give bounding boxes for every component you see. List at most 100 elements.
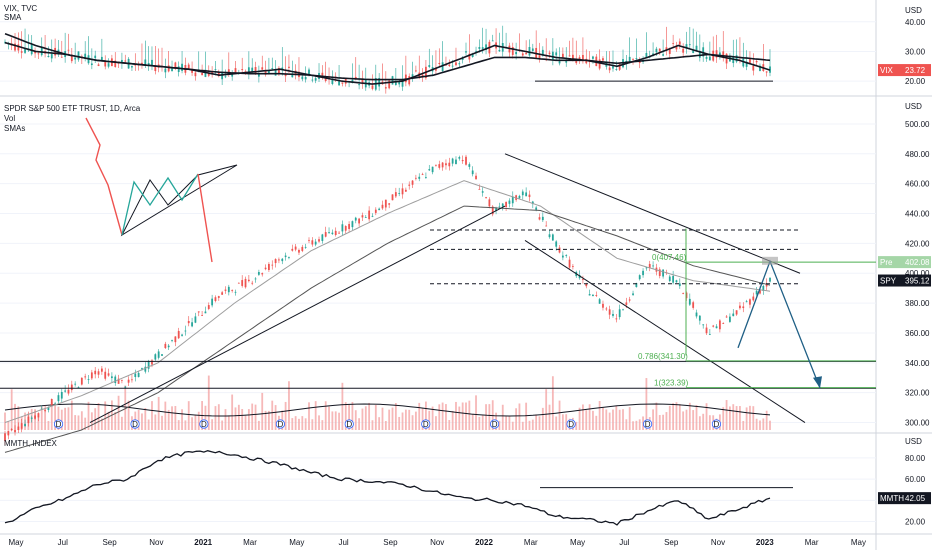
volume-bar: [685, 409, 688, 430]
vix-candle-body: [481, 47, 484, 50]
vix-candle-body: [177, 66, 180, 73]
dividend-marker: [421, 419, 431, 429]
spy-candle-body: [759, 290, 761, 294]
spy-candle-body: [100, 368, 103, 372]
mmth-y-tick: 20.00: [905, 518, 926, 527]
spy-candle-body: [662, 269, 665, 277]
vix-candle-body: [548, 52, 551, 54]
vix-pane-title: VIX, TVC: [4, 4, 38, 13]
vix-candle-body: [191, 70, 193, 73]
vix-candle-body: [441, 62, 444, 72]
volume-bar: [364, 406, 367, 430]
spy-candle-body: [234, 291, 237, 293]
dividend-marker-letter: D: [568, 420, 574, 429]
volume-bar: [274, 405, 277, 430]
dividend-marker: [566, 419, 576, 429]
vix-candle-body: [428, 65, 431, 67]
vix-candle-body: [308, 69, 310, 75]
vix-candle-body: [448, 64, 451, 67]
spy-candle-body: [4, 433, 6, 442]
vix-candle-body: [582, 54, 584, 62]
volume-bar: [455, 401, 457, 430]
spy-candle-body: [548, 234, 551, 238]
volume-bar: [224, 409, 227, 430]
dividend-marker: [130, 419, 140, 429]
volume-bar: [227, 415, 230, 430]
spy-candle-body: [181, 334, 183, 336]
volume-bar: [217, 404, 220, 430]
vix-currency: USD: [905, 6, 922, 15]
spy-candle-body: [167, 345, 170, 348]
vix-candle-body: [708, 56, 711, 61]
vix-candle-body: [491, 40, 494, 42]
x-tick-label: May: [851, 538, 866, 547]
volume-bar: [602, 407, 604, 430]
vix-candle-body: [718, 52, 721, 57]
vix-candle-body: [331, 79, 334, 84]
volume-bar: [749, 405, 751, 430]
vix-candle-body: [147, 62, 150, 66]
spy-candle-body: [74, 383, 77, 385]
vix-candle-body: [421, 74, 424, 77]
volume-bar: [425, 401, 427, 430]
vix-candle-body: [755, 61, 758, 63]
spy-candle-body: [288, 257, 290, 258]
vix-candle-body: [692, 49, 695, 54]
spy-y-tick: 340.00: [905, 359, 930, 368]
vix-candle-body: [655, 48, 658, 53]
volume-bar: [284, 401, 287, 430]
spy-candle-body: [177, 330, 180, 339]
vix-candle-body: [528, 47, 531, 56]
spy-candle-body: [645, 267, 648, 269]
volume-bar: [695, 405, 698, 430]
volume-bar: [291, 418, 294, 430]
vix-candle-body: [602, 58, 604, 61]
dividend-marker: [275, 419, 285, 429]
spy-candle-body: [60, 391, 63, 399]
spy-candle-body: [171, 340, 173, 342]
spy-candle-body: [425, 177, 427, 178]
vix-candle-body: [204, 69, 207, 77]
volume-bar: [70, 400, 73, 430]
channel-upper-line: [504, 153, 801, 274]
volume-bar: [67, 407, 70, 430]
vix-sma-label: SMA: [4, 13, 22, 22]
vix-candle-body: [551, 51, 554, 60]
spy-candle-body: [104, 371, 107, 379]
vix-candle-body: [414, 70, 417, 72]
volume-bar: [465, 402, 467, 430]
vix-y-tick: 40.00: [905, 18, 926, 27]
vix-candle-body: [301, 76, 304, 80]
volume-bar: [294, 416, 297, 430]
spy-candle-body: [511, 196, 514, 204]
volume-bar: [548, 404, 551, 430]
spy-candle-body: [418, 176, 421, 179]
spy-candle-body: [207, 305, 210, 309]
vix-candle-body: [702, 47, 705, 57]
volume-bar: [37, 413, 40, 430]
volume-bar: [565, 414, 568, 430]
volume-bar: [351, 401, 354, 430]
vix-candle-body: [461, 57, 464, 60]
vix-candle-body: [278, 67, 280, 75]
mmth-tag-label: MMTH: [880, 494, 904, 503]
volume-bar: [97, 403, 100, 430]
vix-candle-body: [67, 49, 70, 51]
dividend-marker-letter: D: [132, 420, 138, 429]
volume-bar: [268, 410, 270, 430]
dividend-marker-letter: D: [346, 420, 352, 429]
spy-candle-body: [692, 302, 695, 308]
spy-candle-body: [281, 258, 284, 262]
vix-candle-body: [705, 57, 708, 59]
vix-candle-body: [100, 56, 103, 61]
vix-candle-body: [538, 55, 541, 59]
spy-candle-body: [668, 276, 671, 282]
spy-candle-body: [20, 423, 23, 429]
mmth-tag-value: 42.05: [905, 494, 926, 503]
vix-candle-body: [181, 63, 183, 71]
volume-bar: [404, 409, 407, 430]
spy-candle-body: [762, 285, 765, 291]
volume-bar: [435, 416, 437, 430]
spy-candle-body: [712, 325, 715, 327]
volume-bar: [678, 404, 681, 430]
